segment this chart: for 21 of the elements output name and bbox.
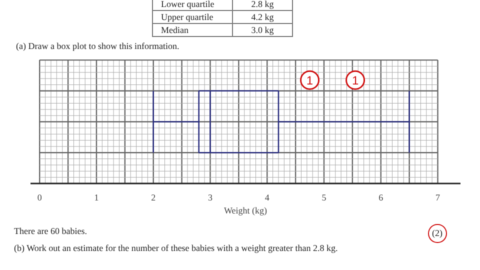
x-tick-label: 6 (378, 192, 384, 202)
annotation: 1 (306, 74, 314, 88)
x-tick-label: 2 (151, 192, 156, 202)
x-axis-title: Weight (kg) (224, 206, 268, 216)
x-tick-label: 3 (208, 192, 213, 202)
x-tick-label: 7 (436, 192, 440, 202)
text: Upper quartile (152, 10, 232, 24)
text: There are 60 babies. (14, 226, 88, 237)
text: Lower quartile (152, 0, 232, 10)
text: 2.8 kg (232, 0, 292, 10)
text: (b) Work out an estimate for the number of these babies with a weight greater than 2.8 kg. (14, 243, 338, 254)
text: (2) (428, 224, 446, 243)
x-tick-label: 5 (322, 192, 327, 202)
annotation: 1 (352, 74, 359, 88)
text: (a) Draw a box plot to show this information. (16, 40, 180, 52)
x-tick-label: 1 (94, 192, 99, 202)
text: Median (152, 24, 232, 36)
x-tick-label: 4 (264, 192, 270, 202)
text: 4.2 kg (232, 10, 292, 24)
text: 3.0 kg (232, 24, 292, 36)
x-tick-label: 0 (37, 192, 42, 202)
